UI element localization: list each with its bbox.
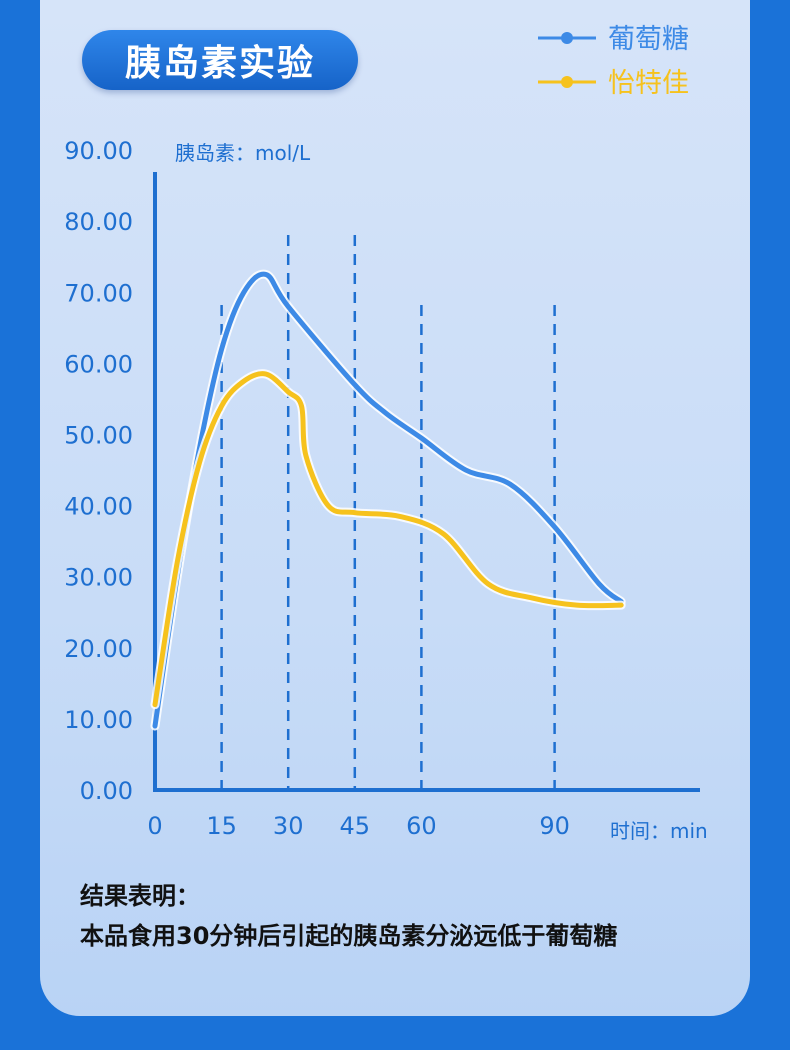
- y-tick-label: 70.00: [64, 279, 133, 307]
- x-tick-label: 30: [273, 812, 304, 840]
- x-tick-label: 90: [539, 812, 570, 840]
- x-tick-label: 0: [147, 812, 162, 840]
- series-line-product-halo: [150, 369, 626, 710]
- y-tick-label: 60.00: [64, 350, 133, 378]
- conclusion-block: 结果表明： 本品食用30分钟后引起的胰岛素分泌远低于葡萄糖: [80, 876, 617, 956]
- y-tick-label: 80.00: [64, 208, 133, 236]
- y-tick-label: 20.00: [64, 635, 133, 663]
- x-axis-label: 时间：min: [610, 819, 708, 843]
- y-tick-label: 0.00: [80, 777, 133, 805]
- legend-label-1: 怡特佳: [608, 68, 689, 99]
- x-tick-label: 15: [206, 812, 237, 840]
- conclusion-text: 本品食用30分钟后引起的胰岛素分泌远低于葡萄糖: [80, 922, 618, 950]
- legend-marker-0: [561, 32, 573, 44]
- legend-marker-1: [561, 76, 573, 88]
- y-tick-label: 50.00: [64, 422, 133, 450]
- series-line-glucose: [152, 271, 624, 729]
- background-card: [40, 0, 750, 1016]
- x-tick-label: 60: [406, 812, 437, 840]
- y-tick-label: 10.00: [64, 706, 133, 734]
- legend-label-0: 葡萄糖: [608, 24, 689, 55]
- chart-title: 胰岛素实验: [124, 43, 315, 84]
- conclusion-heading: 结果表明：: [80, 882, 200, 910]
- x-tick-label: 45: [340, 812, 371, 840]
- y-tick-label: 90.00: [64, 137, 133, 165]
- y-tick-label: 40.00: [64, 493, 133, 521]
- chart-title-pill: 胰岛素实验: [82, 30, 358, 90]
- y-axis-label: 胰岛素：mol/L: [175, 141, 311, 165]
- series-line-product: [152, 371, 624, 708]
- y-tick-label: 30.00: [64, 564, 133, 592]
